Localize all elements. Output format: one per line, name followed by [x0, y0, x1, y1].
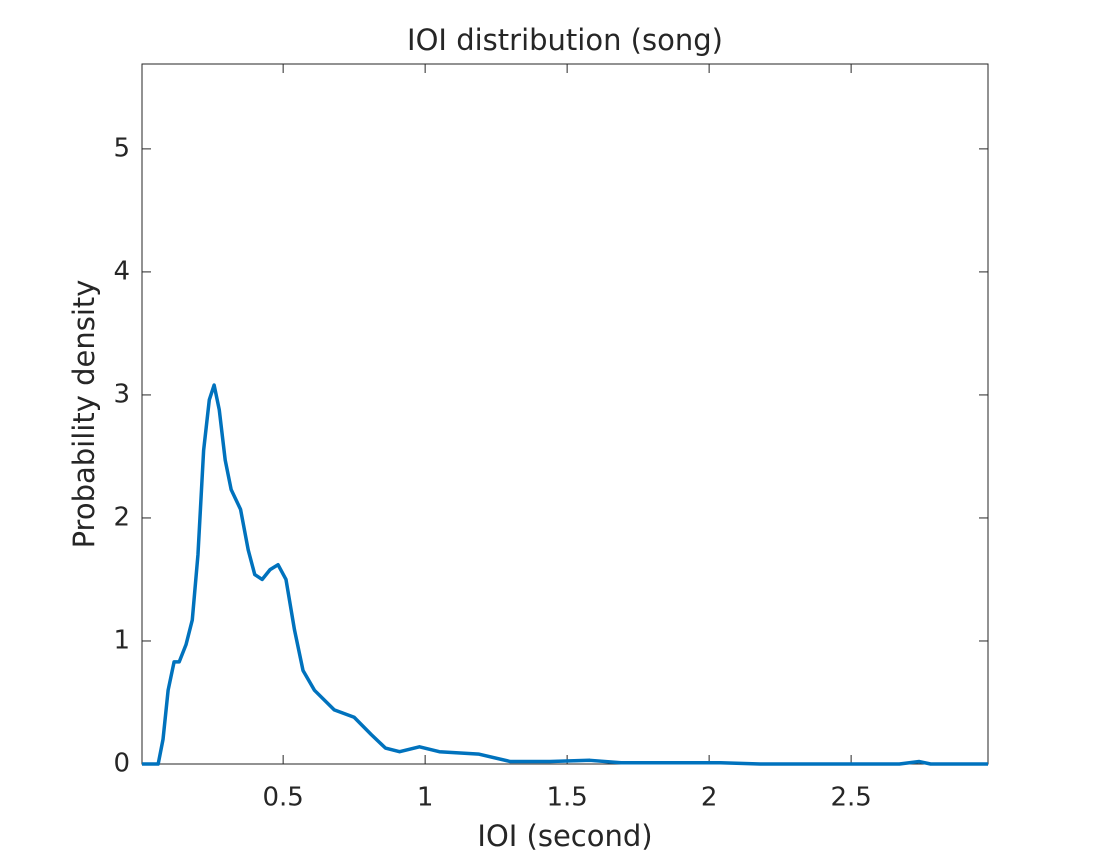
y-tick-label: 1 [113, 625, 130, 655]
chart-title: IOI distribution (song) [407, 23, 723, 57]
plot-frame [141, 63, 989, 765]
x-tick-label: 2 [701, 783, 718, 813]
x-tick-label: 1.5 [546, 783, 587, 813]
x-tick-label: 0.5 [262, 783, 303, 813]
y-tick-label: 3 [113, 379, 130, 409]
y-tick-label: 0 [113, 749, 130, 779]
y-tick-label: 5 [113, 133, 130, 163]
y-tick-label: 2 [113, 502, 130, 532]
y-tick-label: 4 [113, 256, 130, 286]
x-tick-label: 1 [417, 783, 434, 813]
x-tick-label: 2.5 [830, 783, 871, 813]
y-axis-label: Probability density [67, 280, 101, 549]
x-axis-label: IOI (second) [477, 819, 652, 853]
density-line [142, 383, 988, 766]
